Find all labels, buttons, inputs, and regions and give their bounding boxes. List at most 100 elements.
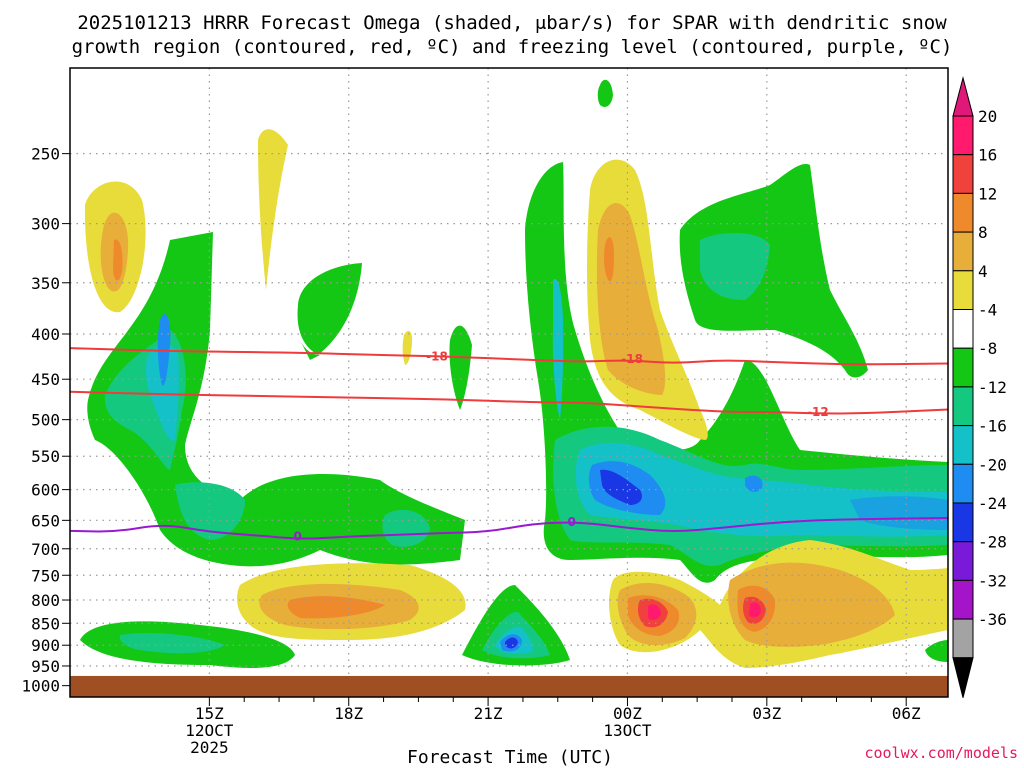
omega-pos4-spike-17z: [258, 129, 288, 290]
omega-pos12-plume-00z: [604, 237, 614, 282]
chart-title-line-1: 2025101213 HRRR Forecast Omega (shaded, …: [77, 12, 947, 34]
colorbar-label: -32: [978, 571, 1007, 590]
x-tick-label: 00Z: [613, 704, 642, 723]
omega-pos8-plume-00z: [596, 203, 666, 395]
omega-neg12-edge-right: [850, 496, 948, 530]
colorbar-swatch: [952, 425, 974, 465]
y-axis-ticks: 250 300 350 400 450 500 550 600 650 700 750 800 850 9…: [21, 145, 70, 696]
colorbar-swatch: [952, 154, 974, 194]
colorbar-swatch: [952, 231, 974, 272]
colorbar-swatch: [952, 502, 974, 543]
x-tick-label: 2025: [190, 738, 229, 757]
colorbar-label: -28: [978, 533, 1007, 552]
x-tick-label: 15Z: [195, 704, 224, 723]
omega-pos4-small-20z: [402, 330, 412, 365]
colorbar-swatch: [952, 463, 974, 504]
y-tick-label: 350: [31, 274, 60, 293]
colorbar-swatch: [952, 618, 974, 659]
colorbar-swatch: [952, 115, 974, 156]
y-tick-label: 250: [31, 145, 60, 164]
contour-label--18: -18: [426, 349, 448, 363]
colorbar-label: 8: [978, 223, 988, 242]
omega-pos8-region-right-low2: [728, 562, 895, 647]
y-tick-label: 1000: [21, 677, 60, 696]
omega-pos12-region: [113, 239, 123, 281]
y-tick-label: 650: [31, 511, 60, 530]
colorbar-label: -20: [978, 455, 1007, 474]
y-tick-label: 600: [31, 481, 60, 500]
omega-neg8-region-left2: [175, 482, 245, 540]
x-tick-label: 18Z: [334, 704, 363, 723]
y-tick-label: 500: [31, 411, 60, 430]
plot-frame: [69, 67, 949, 698]
colorbar-swatch: [952, 579, 974, 620]
y-tick-label: 550: [31, 447, 60, 466]
chart-grid: [70, 68, 948, 697]
colorbar-label: -16: [978, 417, 1007, 436]
omega-neg12-region-right: [575, 443, 948, 537]
contour-line-0: [69, 516, 949, 540]
omega-neg4-region-18z-tail: [300, 340, 320, 360]
colorbar-swatch: [952, 270, 974, 310]
omega-neg4-spike-21z: [449, 325, 472, 410]
y-tick-label: 800: [31, 591, 60, 610]
omega-neg12-region-left: [145, 344, 179, 441]
contour-line--18: [69, 347, 949, 366]
y-tick-label: 950: [31, 657, 60, 676]
omega-neg16-small-right: [745, 475, 763, 492]
colorbar-top-arrow: [952, 76, 974, 117]
contour-label--18: -18: [621, 352, 643, 366]
colorbar-swatch: [952, 347, 974, 388]
y-tick-label: 750: [31, 566, 60, 585]
colorbar-swatch: [952, 309, 974, 349]
colorbar-label: -8: [978, 339, 997, 358]
x-tick-label: 12OCT: [185, 721, 234, 740]
contour-label-0: 0: [293, 530, 301, 544]
y-tick-label: 900: [31, 636, 60, 655]
omega-neg4-region-18z: [297, 263, 362, 355]
colorbar-label: 20: [978, 107, 997, 126]
y-tick-label: 700: [31, 540, 60, 559]
colorbar-bottom-arrow: [952, 657, 974, 698]
chart-title-line-2: growth region (contoured, red, ºC) and f…: [72, 36, 953, 58]
omega-neg4-edge-right-low: [925, 640, 948, 662]
omega-pos4-top-00z: [597, 79, 613, 107]
omega-neg8-strip-23z: [552, 279, 564, 420]
colorbar-label: 12: [978, 184, 997, 203]
source-credit: coolwx.com/models: [864, 744, 1018, 762]
y-tick-label: 300: [31, 215, 60, 234]
colorbar-label: -24: [978, 494, 1007, 513]
omega-neg8-region-left3: [382, 509, 430, 547]
omega-neg4-region-top-right: [679, 164, 868, 378]
contour-line--12: [69, 390, 949, 415]
omega-neg20-blob-22z: [505, 637, 518, 649]
x-axis-label: Forecast Time (UTC): [407, 747, 613, 768]
omega-neg4-region-left: [87, 232, 465, 567]
colorbar-label: -36: [978, 610, 1007, 629]
x-tick-label: 06Z: [892, 704, 921, 723]
colorbar-label: 16: [978, 146, 997, 165]
omega-neg8-band-low: [119, 633, 225, 654]
colorbar-label: -12: [978, 378, 1007, 397]
omega-pos20-region-right-low: [648, 604, 661, 621]
ground-surface: [70, 675, 948, 697]
colorbar-swatch: [952, 386, 974, 427]
y-tick-label: 850: [31, 614, 60, 633]
colorbar-swatch: [952, 541, 974, 581]
contour-label-0: 0: [568, 515, 576, 529]
x-tick-label: 21Z: [474, 704, 503, 723]
omega-colorbar: 20 16 12 8 4 -4 -8 -12 -16 -20 -24 -28 -32 -36: [952, 76, 1007, 698]
colorbar-label: 4: [978, 262, 988, 281]
omega-pos12-band-18z: [287, 596, 385, 619]
y-tick-label: 400: [31, 325, 60, 344]
x-tick-label: 13OCT: [603, 721, 652, 740]
contour-label--12: -12: [807, 405, 829, 419]
omega-neg20-region-right: [600, 469, 642, 505]
chart-contours: -18 -18 -12 0 0: [69, 347, 949, 544]
colorbar-label: -4: [978, 301, 997, 320]
omega-shading: [80, 79, 948, 668]
omega-pos20-region-right-low2: [749, 602, 761, 618]
colorbar-swatch: [952, 192, 974, 233]
